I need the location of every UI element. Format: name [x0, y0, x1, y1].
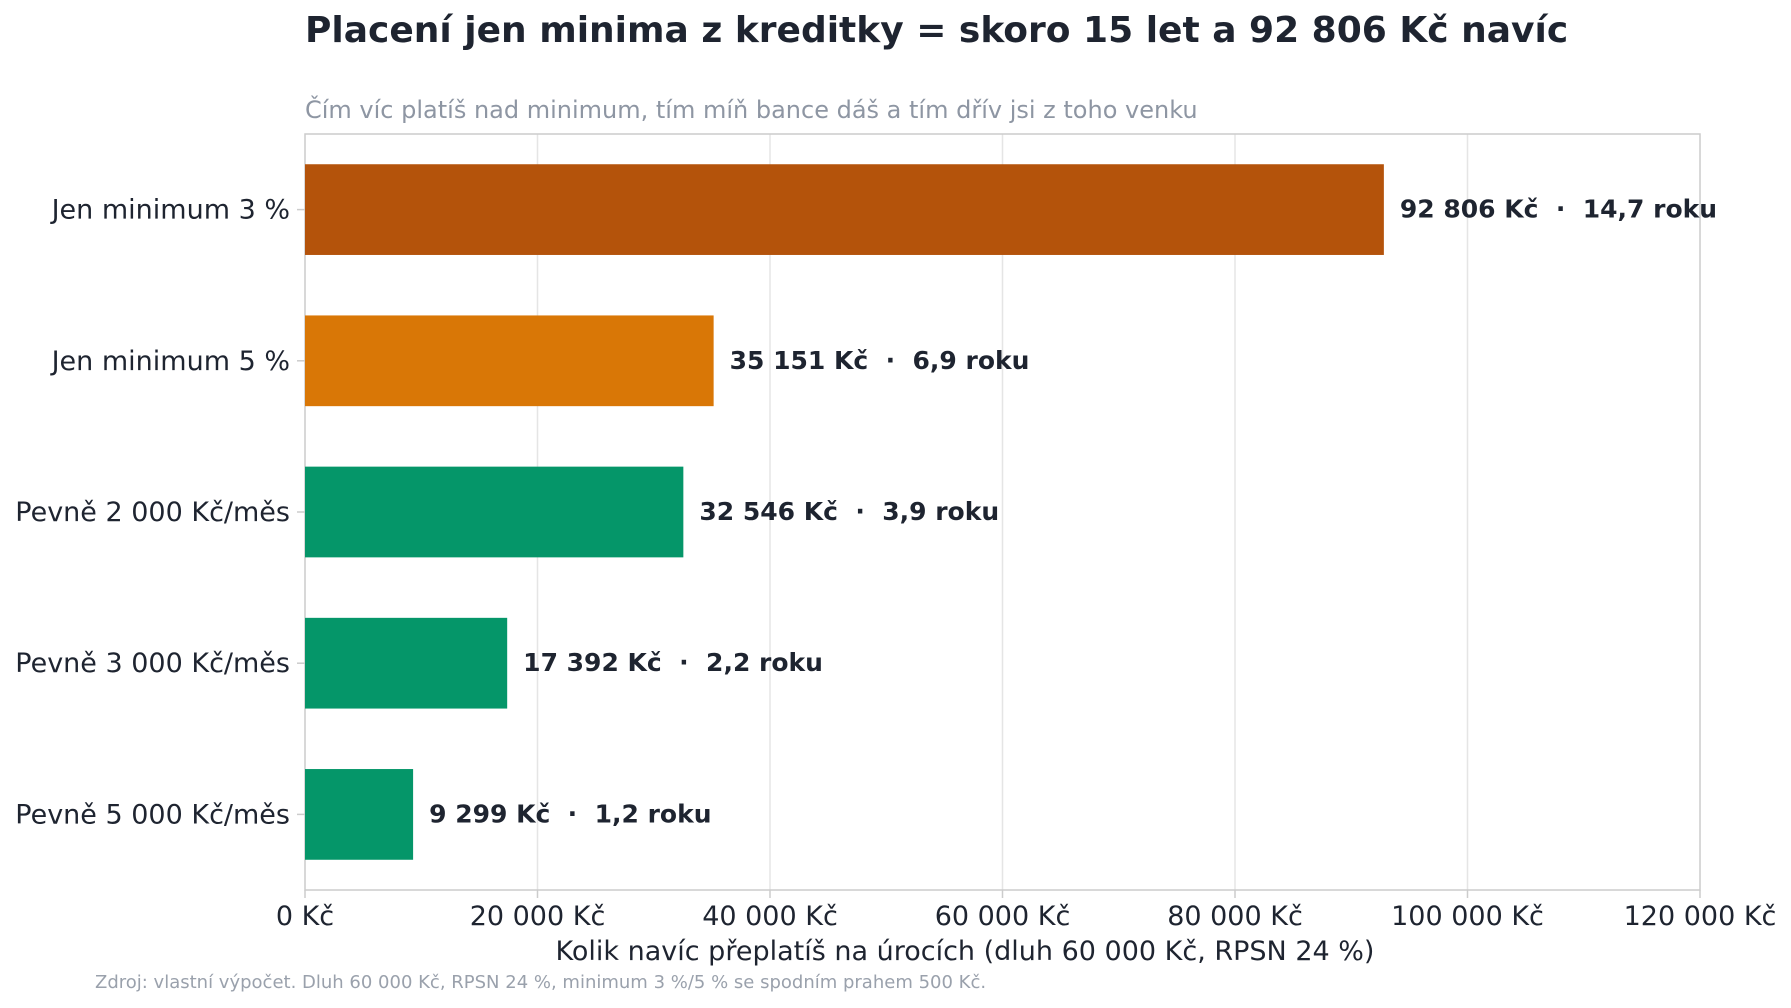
- x-tick-label: 20 000 Kč: [470, 901, 606, 932]
- x-axis-ticks: 0 Kč 20 000 Kč 40 000 Kč 60 000 Kč 80 000 Kč…: [276, 890, 1777, 932]
- bar: [305, 466, 684, 558]
- category-label: Pevně 3 000 Kč/měs: [15, 648, 290, 679]
- chart-title: Placení jen minima z kreditky = skoro 15…: [305, 10, 1568, 51]
- bar: [305, 164, 1384, 255]
- data-label: 17 392 Kč · 2,2 roku: [523, 648, 823, 677]
- bar: [305, 617, 508, 709]
- category-label: Pevně 2 000 Kč/měs: [15, 497, 290, 528]
- x-tick-label: 0 Kč: [276, 901, 334, 932]
- category-label: Jen minimum 5 %: [50, 346, 290, 377]
- x-tick-label: 80 000 Kč: [1167, 901, 1303, 932]
- bar: [305, 769, 414, 860]
- data-label: 9 299 Kč · 1,2 roku: [429, 799, 711, 828]
- data-labels: 92 806 Kč · 14,7 roku 35 151 Kč · 6,9 rok…: [429, 195, 1717, 829]
- grid: [536, 134, 1469, 890]
- x-tick-label: 100 000 Kč: [1391, 901, 1544, 932]
- bar: [305, 315, 714, 407]
- x-tick-label: 40 000 Kč: [702, 901, 838, 932]
- category-labels: Jen minimum 3 % Jen minimum 5 % Pevně 2 00…: [15, 195, 305, 830]
- x-tick-label: 120 000 Kč: [1624, 901, 1777, 932]
- chart-subtitle: Čím víc platíš nad minimum, tím míň banc…: [305, 94, 1198, 124]
- source-note: Zdroj: vlastní výpočet. Dluh 60 000 Kč, …: [95, 972, 986, 993]
- data-label: 92 806 Kč · 14,7 roku: [1400, 195, 1717, 224]
- data-label: 32 546 Kč · 3,9 roku: [699, 497, 999, 526]
- x-tick-label: 60 000 Kč: [935, 901, 1071, 932]
- bars: [305, 164, 1384, 860]
- x-axis-label: Kolik navíc přeplatíš na úrocích (dluh 6…: [556, 936, 1375, 967]
- category-label: Jen minimum 3 %: [50, 195, 290, 226]
- data-label: 35 151 Kč · 6,9 roku: [730, 346, 1030, 375]
- category-label: Pevně 5 000 Kč/měs: [15, 799, 290, 830]
